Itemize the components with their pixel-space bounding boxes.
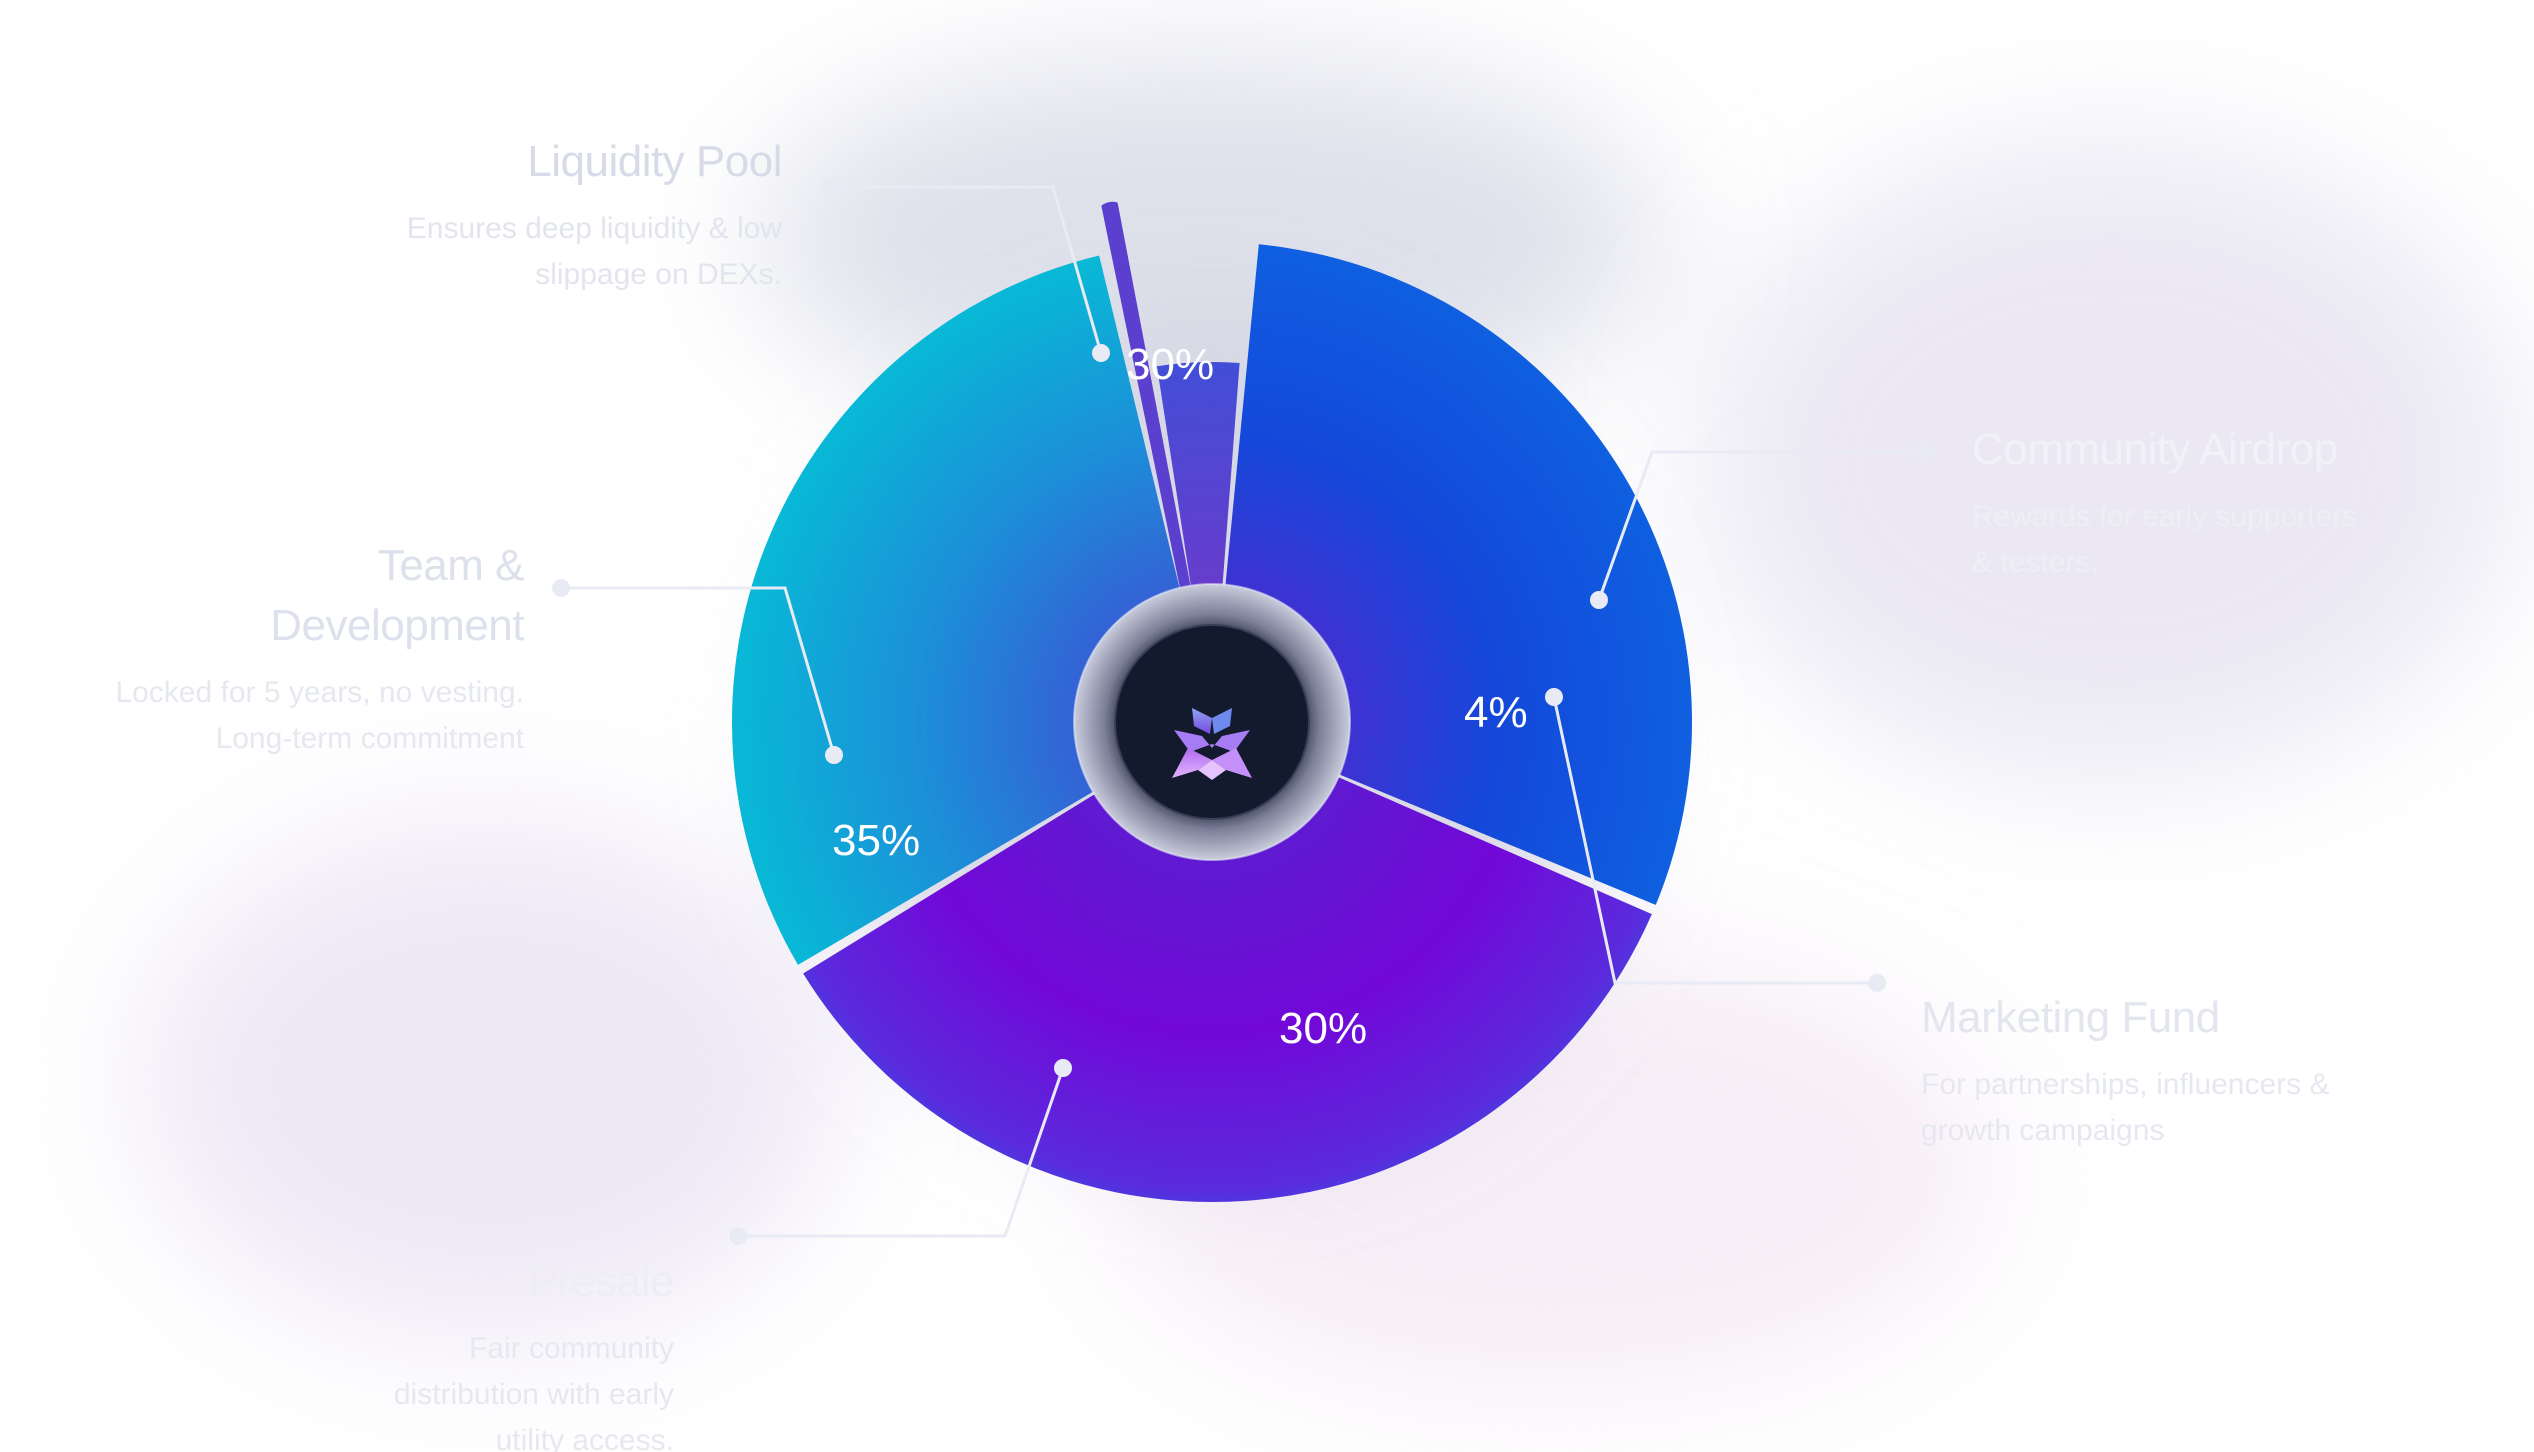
label-presale: Presale Fair community distribution with…: [154, 1252, 675, 1452]
leader-line-liquidity: [830, 185, 1103, 354]
label-presale-title: Presale: [528, 1257, 674, 1306]
data-label-marketing-fund: 4%: [1464, 688, 1528, 737]
leader-dot-presale-inner: [1054, 1059, 1072, 1077]
label-community-airdrop-desc: Rewards for early supporters & testers.: [1972, 500, 2358, 579]
leader-dot-airdrop-outer: [1915, 443, 1933, 461]
pie-slice-liquidity-pool[interactable]: [731, 255, 1187, 965]
leader-dot-team-inner: [825, 746, 843, 764]
label-team-development-desc: Locked for 5 years, no vesting. Long-ter…: [115, 676, 524, 755]
leader-line-marketing: [1552, 696, 1877, 985]
leader-dot-airdrop-inner: [1590, 591, 1608, 609]
leader-dot-team-outer: [552, 579, 570, 597]
label-team-development-title: Team & Development: [270, 541, 524, 650]
center-hub: [1073, 583, 1351, 861]
label-presale-desc: Fair community distribution with early u…: [393, 1332, 674, 1452]
center-hub-core-edge: [1114, 624, 1310, 820]
label-community-airdrop: Community Airdrop Rewards for early supp…: [1972, 420, 2492, 586]
label-marketing-fund-title: Marketing Fund: [1921, 993, 2220, 1042]
label-team-development: Team & Development Locked for 5 years, n…: [4, 536, 524, 762]
crystal-star-logo-icon: [1172, 708, 1252, 780]
label-marketing-fund: Marketing Fund For partnerships, influen…: [1921, 988, 2441, 1154]
label-liquidity-pool-title: Liquidity Pool: [527, 137, 782, 186]
leader-dots: [552, 178, 1933, 1245]
data-label-team-development: 35%: [832, 816, 920, 865]
data-label-liquidity-pool: 30%: [1126, 340, 1214, 389]
center-hub-outline: [1073, 583, 1351, 861]
pie-slice-community-airdrop[interactable]: [1101, 201, 1196, 616]
leader-line-team: [561, 586, 836, 756]
label-liquidity-pool: Liquidity Pool Ensures deep liquidity & …: [262, 132, 783, 298]
leader-dot-marketing-inner: [1545, 688, 1563, 706]
label-liquidity-pool-desc: Ensures deep liquidity & low slippage on…: [406, 212, 782, 291]
leader-line-airdrop: [1597, 450, 1924, 601]
leader-lines: [561, 185, 1924, 1238]
leader-line-presale: [738, 1067, 1065, 1238]
data-label-presale: 30%: [1279, 1004, 1367, 1053]
label-marketing-fund-desc: For partnerships, influencers & growth c…: [1921, 1068, 2330, 1147]
pie-slice-team-development[interactable]: [803, 766, 1652, 1202]
pie-slice-marketing-fund[interactable]: [1156, 362, 1240, 614]
leader-dot-liquidity-outer: [821, 178, 839, 196]
leader-dot-liquidity-inner: [1092, 344, 1110, 362]
center-hub-core: [1115, 625, 1309, 819]
label-community-airdrop-title: Community Airdrop: [1972, 425, 2338, 474]
leader-dot-presale-outer: [729, 1227, 747, 1245]
leader-dot-marketing-outer: [1868, 974, 1886, 992]
